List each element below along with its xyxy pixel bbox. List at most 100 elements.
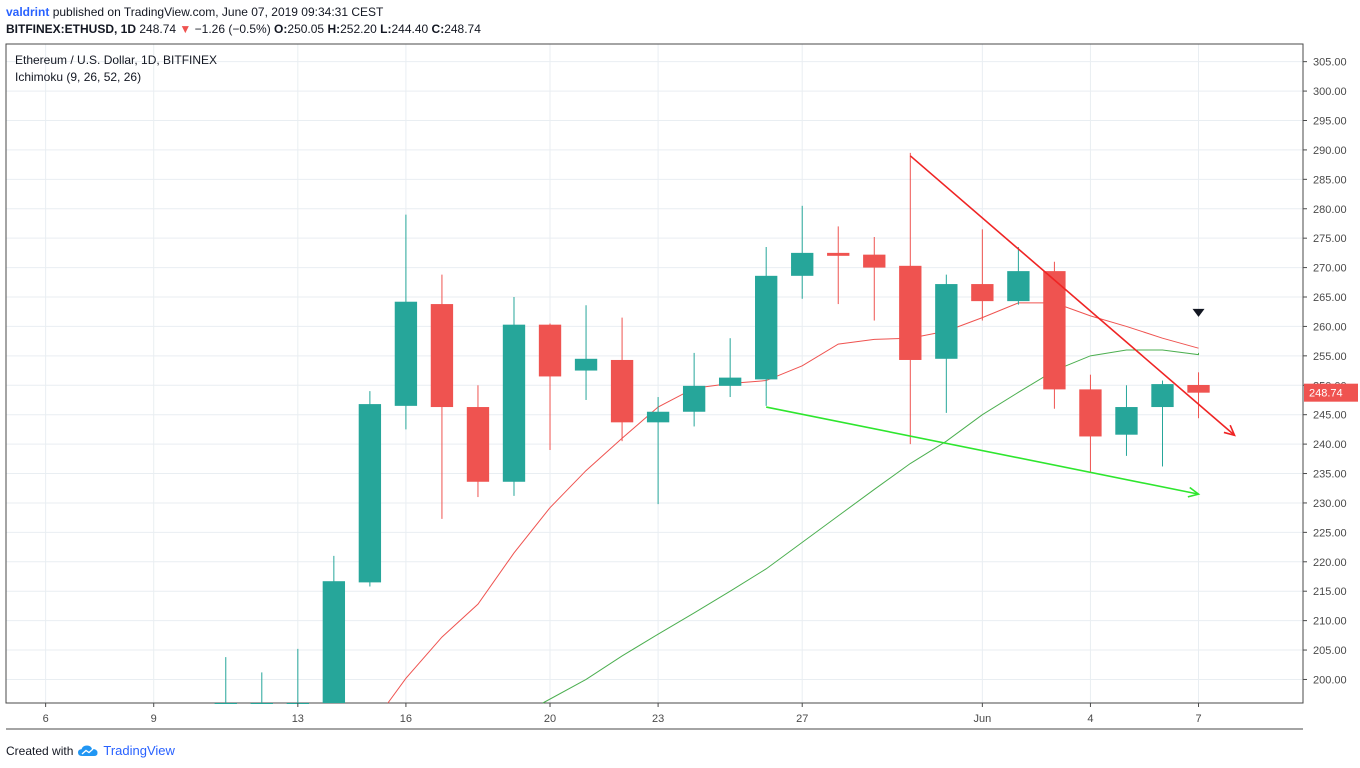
low-value: 244.40: [391, 22, 429, 36]
y-axis-labels: 200.00 205.00 210.00 215.00 220.00 225.00 230.…: [1303, 57, 1347, 686]
trend-arrow-line: [909, 155, 1236, 436]
trend-arrow-line: [766, 406, 1199, 495]
author-link[interactable]: valdrint: [6, 5, 50, 19]
x-tick-label: 23: [652, 713, 664, 725]
candle-body: [502, 324, 526, 482]
y-tick-label: 305.00: [1313, 57, 1347, 69]
symbol-label: BITFINEX:ETHUSD, 1D: [6, 22, 137, 36]
y-tick-label: 285.00: [1313, 174, 1347, 186]
open-label: O:: [274, 22, 288, 36]
y-tick-label: 265.00: [1313, 292, 1347, 304]
candle-body: [755, 275, 778, 380]
candle-body: [1115, 407, 1138, 435]
candle-body: [791, 252, 814, 276]
candle-body: [358, 404, 382, 583]
y-tick-label: 205.00: [1313, 645, 1347, 657]
candle: [935, 274, 958, 413]
y-tick-label: 225.00: [1313, 527, 1347, 539]
tradingview-cloud-icon: [78, 745, 98, 756]
y-tick-label: 215.00: [1313, 586, 1347, 598]
y-tick-label: 300.00: [1313, 86, 1347, 98]
triangle-down-icon: [1192, 308, 1205, 317]
tradingview-brand[interactable]: TradingView: [103, 743, 175, 758]
candle: [610, 317, 634, 442]
candle-body: [718, 377, 742, 386]
down-triangle-icon: ▼: [179, 22, 192, 36]
candle: [1187, 372, 1210, 419]
candle-body: [1079, 389, 1102, 437]
candle: [502, 297, 526, 496]
candle-body: [971, 284, 994, 302]
candle-body: [466, 407, 490, 482]
candle: [646, 397, 670, 505]
y-tick-label: 230.00: [1313, 498, 1347, 510]
candle-body: [610, 359, 634, 423]
candle-body: [214, 703, 237, 704]
candle-body: [935, 284, 958, 359]
candle: [538, 323, 562, 450]
open-value: 250.05: [287, 22, 325, 36]
high-value: 252.20: [340, 22, 377, 36]
published-text: published on TradingView.com, June 07, 2…: [52, 5, 384, 19]
candle: [394, 214, 418, 430]
chart-grid: [6, 44, 1303, 703]
candle-body: [646, 411, 670, 423]
candle: [791, 205, 814, 299]
candle: [1043, 261, 1066, 409]
y-tick-label: 255.00: [1313, 351, 1347, 363]
high-label: H:: [327, 22, 341, 36]
candle-body: [1187, 384, 1210, 393]
candle: [250, 672, 273, 704]
x-tick-label: 4: [1087, 713, 1093, 725]
price-tag-text: 248.74: [1309, 388, 1343, 400]
candle: [971, 229, 994, 321]
candle: [827, 226, 850, 305]
candle: [899, 152, 922, 445]
candle: [755, 246, 778, 406]
candle: [682, 352, 706, 427]
x-axis-labels: 6 9 13 16 20 23 27 Jun 4 7: [43, 703, 1202, 725]
candle: [1151, 380, 1174, 467]
candle: [718, 338, 742, 398]
publish-info: valdrint published on TradingView.com, J…: [6, 5, 383, 19]
candle: [574, 305, 598, 400]
candles: [214, 152, 1210, 704]
y-tick-label: 240.00: [1313, 439, 1347, 451]
candle-body: [250, 703, 273, 704]
close-value: 248.74: [444, 22, 481, 36]
indicator-label[interactable]: Ichimoku (9, 26, 52, 26): [15, 70, 141, 84]
candle-body: [538, 324, 562, 377]
x-tick-label: 13: [292, 713, 304, 725]
candle-body: [863, 254, 886, 268]
x-tick-label: 7: [1195, 713, 1201, 725]
y-tick-label: 235.00: [1313, 469, 1347, 481]
y-tick-label: 280.00: [1313, 204, 1347, 216]
close-label: C:: [431, 22, 445, 36]
candle: [1007, 246, 1030, 305]
candle: [322, 555, 346, 703]
last-price-tag: 248.74: [1304, 383, 1358, 402]
candle: [1079, 374, 1102, 473]
created-with-text: Created with: [6, 743, 74, 758]
candle-body: [430, 304, 454, 408]
candle-body: [394, 301, 418, 406]
candle-body: [1007, 271, 1030, 302]
chart-title: Ethereum / U.S. Dollar, 1D, BITFINEX: [15, 53, 217, 67]
low-label: L:: [380, 22, 392, 36]
x-tick-label: 9: [151, 713, 157, 725]
y-tick-label: 260.00: [1313, 321, 1347, 333]
y-tick-label: 290.00: [1313, 145, 1347, 157]
candle: [286, 648, 309, 704]
pane-border: [5, 43, 1304, 704]
candle-body: [1151, 384, 1174, 408]
y-tick-label: 270.00: [1313, 263, 1347, 275]
drawings: [766, 155, 1236, 498]
base-line: [542, 349, 1200, 704]
candle: [358, 391, 382, 587]
arrow-head-icon: [1187, 486, 1201, 498]
y-tick-label: 245.00: [1313, 410, 1347, 422]
y-tick-label: 275.00: [1313, 233, 1347, 245]
candle: [466, 385, 490, 498]
last-price: 248.74: [139, 22, 177, 36]
